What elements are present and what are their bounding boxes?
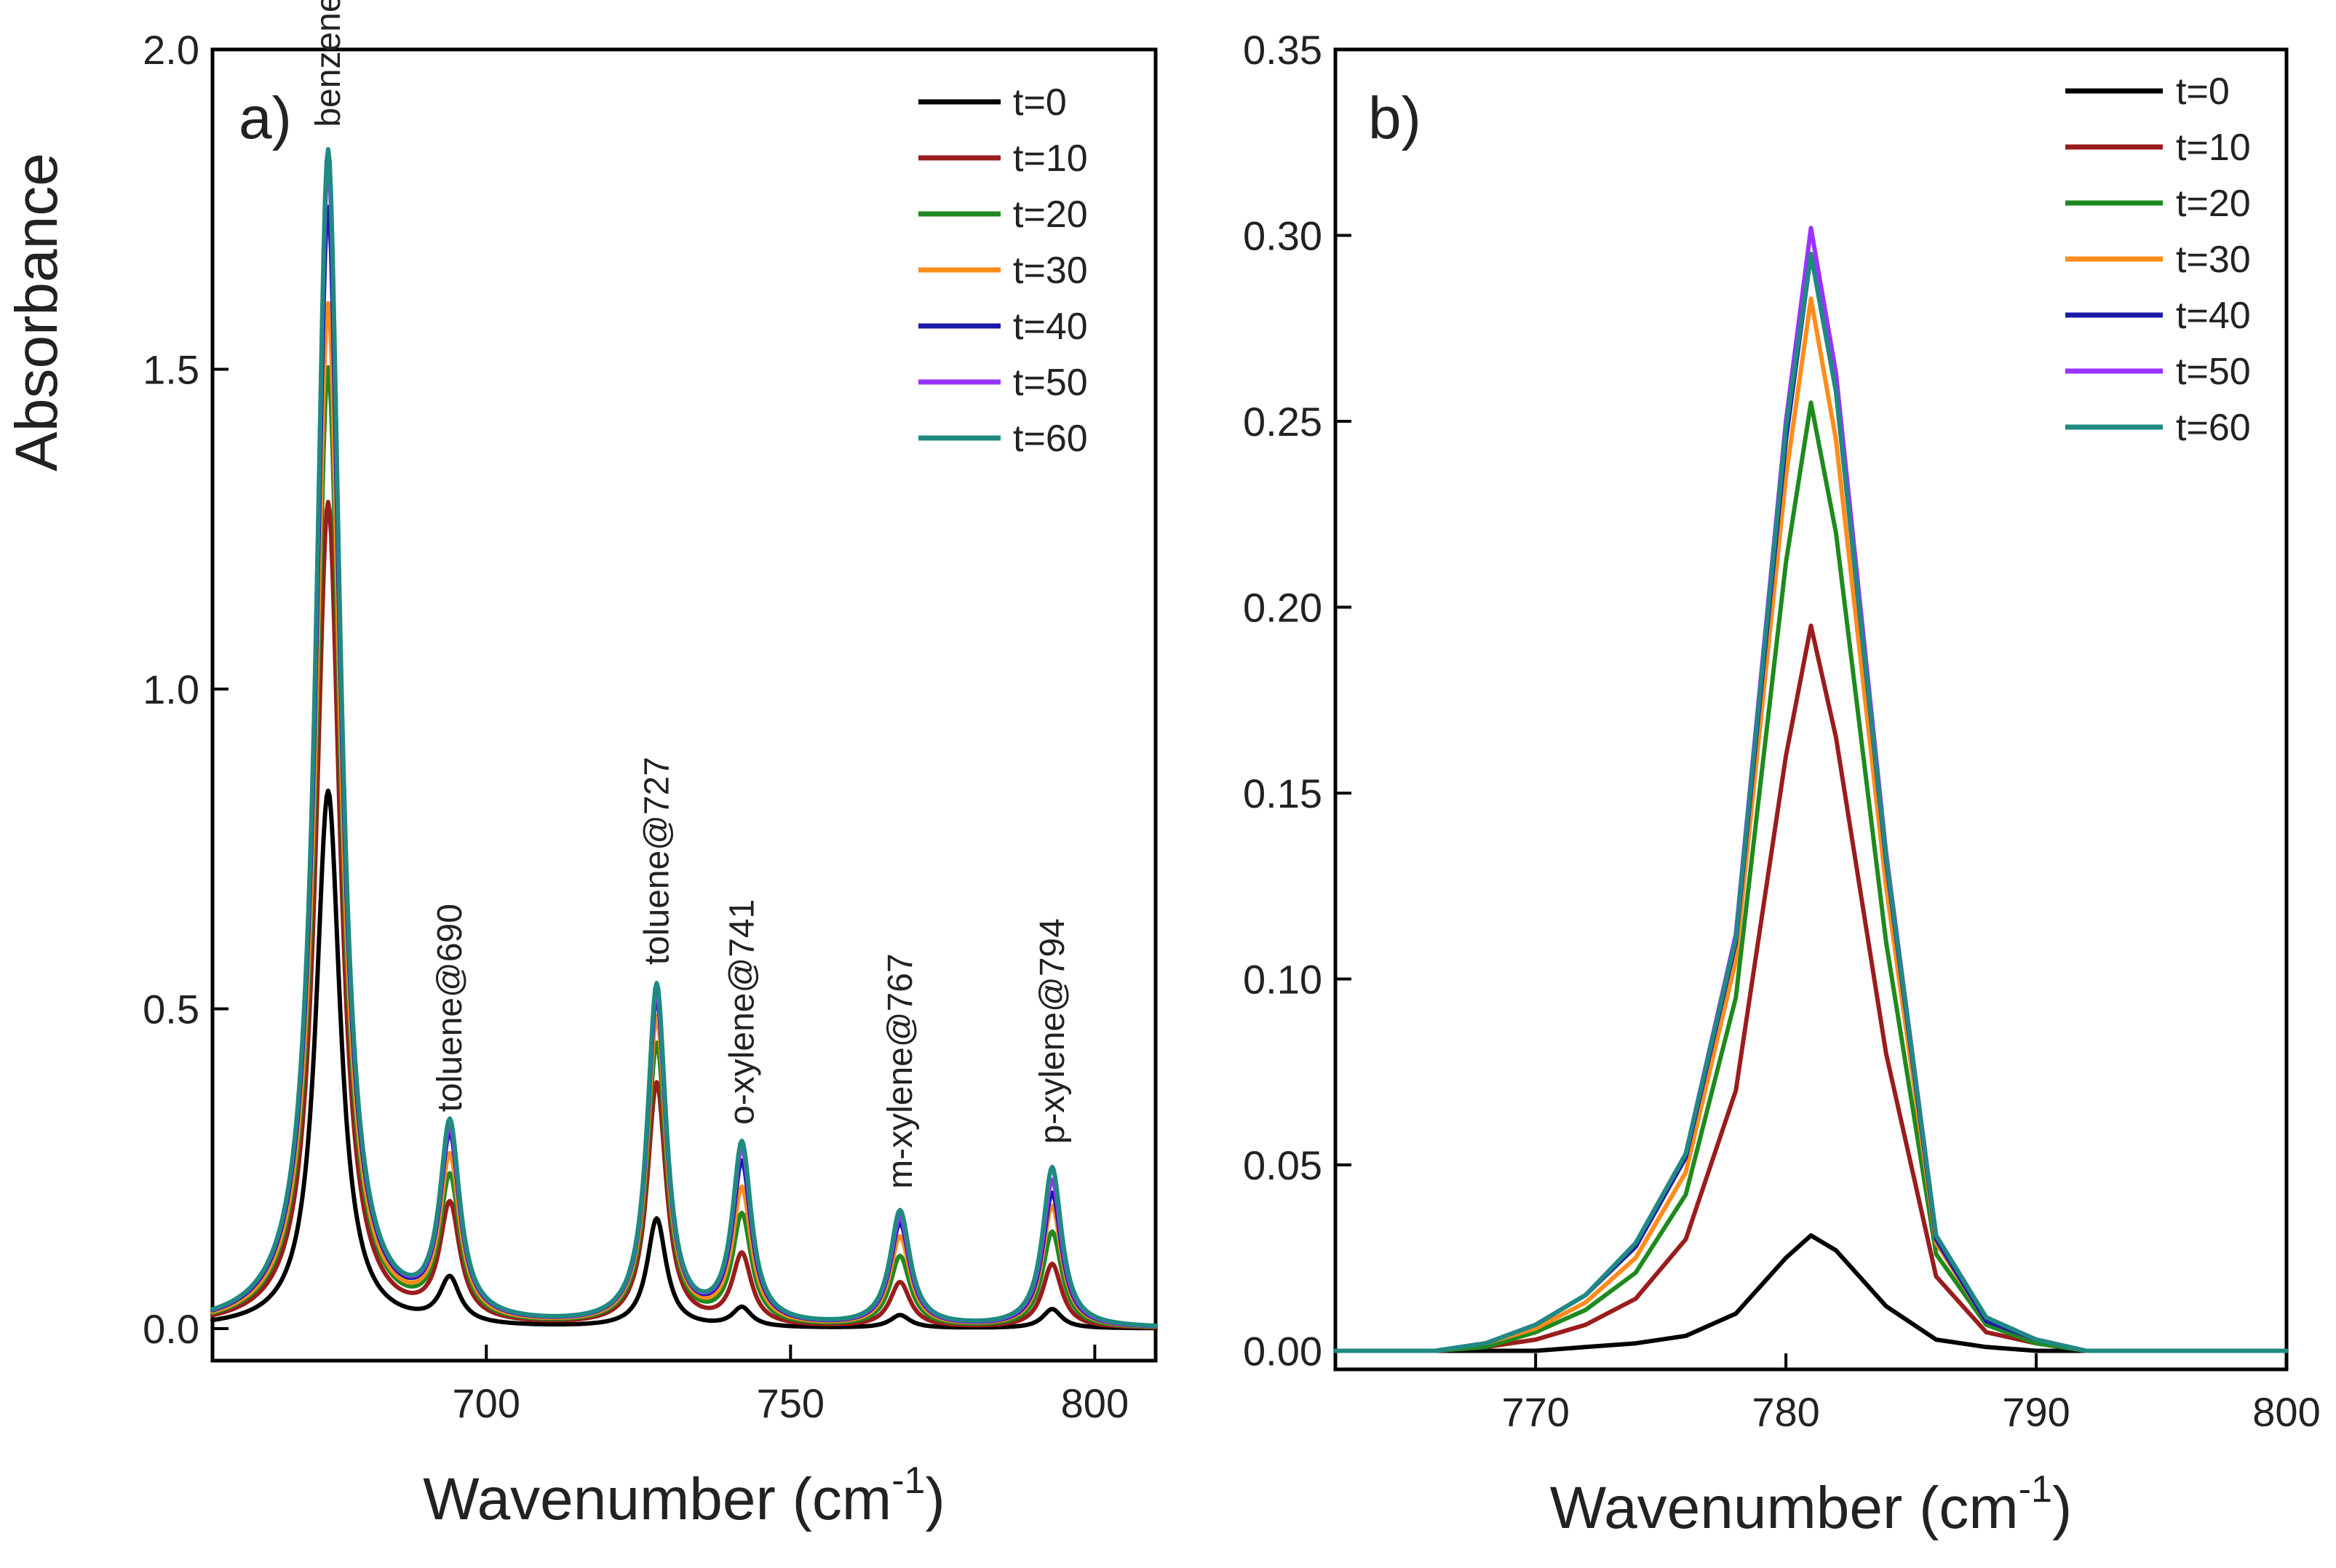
x-axis-title-main: Wavenumber (cm [1550, 1475, 2019, 1541]
series-line-t=60 [210, 147, 1158, 1328]
legend-entry: t=0 [1013, 81, 1067, 124]
plot-frame [210, 47, 1158, 1363]
series-line-t=10 [1333, 624, 2289, 1353]
series-line-t=20 [1333, 400, 2289, 1353]
panel-a-chart: 700 750 800 0.0 0.5 1.0 1.5 2.0 Wavenumber (cm-1… [4, 0, 1158, 1532]
legend-entry: t=40 [2176, 295, 2251, 337]
peak-labels: benzene@674 toluene@690 toluene@727 o-xylen… [309, 0, 1072, 1189]
legend-entry: t=20 [2176, 183, 2251, 225]
legend-entry: t=50 [1013, 362, 1088, 404]
y-tick-label: 0.20 [1243, 584, 1322, 630]
x-tick-label: 800 [2252, 1389, 2320, 1435]
y-tick-label: 0.00 [1243, 1328, 1322, 1374]
legend: t=0 t=10 t=20 t=30 t=40 t=50 t=60 [918, 81, 1088, 460]
series-line-t=40 [1333, 252, 2289, 1353]
series-line-t=30 [1333, 296, 2289, 1353]
series-line-t=60 [1333, 252, 2289, 1353]
panel-b-chart: 770 780 790 800 0.00 0.05 0.10 0.15 0.20 0.25 0.30… [1243, 27, 2321, 1541]
legend-entry: t=30 [2176, 239, 2251, 281]
peak-label: benzene@674 [309, 0, 348, 127]
panel-label: b) [1368, 85, 1421, 151]
x-axis-title-superscript: -1 [891, 1460, 925, 1502]
x-axis-title-superscript: -1 [2019, 1468, 2052, 1511]
y-tick-label: 0.10 [1243, 956, 1322, 1002]
x-tick-label: 790 [2002, 1389, 2070, 1435]
series-line-t=50 [1333, 226, 2289, 1353]
x-tick-label: 770 [1501, 1389, 1569, 1435]
legend-entry: t=10 [1013, 138, 1088, 180]
y-tick-label: 2.0 [143, 27, 199, 73]
x-tick-label: 750 [757, 1380, 825, 1426]
y-tick-label: 0.35 [1243, 27, 1322, 73]
y-tick-label: 0.0 [143, 1306, 199, 1352]
series-line-t=0 [1333, 1233, 2289, 1353]
legend-entry: t=60 [1013, 418, 1088, 460]
y-tick-label: 1.0 [143, 666, 199, 712]
peak-label: o-xylene@741 [723, 899, 761, 1125]
legend-entry: t=0 [2176, 71, 2230, 113]
x-axis-title: Wavenumber (cm-1) [423, 1460, 945, 1532]
x-axis-title-main: Wavenumber (cm [423, 1466, 891, 1532]
peak-label: p-xylene@794 [1033, 918, 1072, 1144]
legend-entry: t=50 [2176, 351, 2251, 393]
legend-entry: t=10 [2176, 127, 2251, 169]
series-lines [1333, 226, 2289, 1353]
plot-frame [1333, 47, 2289, 1372]
legend: t=0 t=10 t=20 t=30 t=40 t=50 t=60 [2065, 71, 2251, 449]
y-tick-label: 0.25 [1243, 399, 1322, 445]
y-tick-label: 0.15 [1243, 771, 1322, 816]
panel-label: a) [239, 85, 292, 151]
peak-label: m-xylene@767 [881, 953, 920, 1189]
x-axis-title-close: ) [2052, 1475, 2072, 1541]
y-tick-label: 0.5 [143, 987, 199, 1032]
series-line-t=0 [210, 788, 1158, 1331]
legend-entry: t=20 [1013, 194, 1088, 236]
x-tick-label: 800 [1061, 1380, 1129, 1426]
legend-entry: t=30 [1013, 250, 1088, 292]
y-tick-label: 0.30 [1243, 212, 1322, 258]
x-axis-title-close: ) [925, 1466, 945, 1532]
peak-label: toluene@727 [637, 757, 676, 965]
y-tick-label: 0.05 [1243, 1142, 1322, 1188]
x-tick-label: 700 [453, 1380, 520, 1426]
y-axis-title: Absorbance [4, 153, 70, 471]
peak-label: toluene@690 [431, 904, 469, 1112]
y-tick-label: 1.5 [143, 347, 199, 393]
legend-entry: t=60 [2176, 407, 2251, 449]
x-tick-label: 780 [1752, 1389, 1819, 1435]
legend-entry: t=40 [1013, 306, 1088, 348]
series-lines [210, 147, 1158, 1331]
x-axis-title: Wavenumber (cm-1) [1550, 1468, 2073, 1541]
